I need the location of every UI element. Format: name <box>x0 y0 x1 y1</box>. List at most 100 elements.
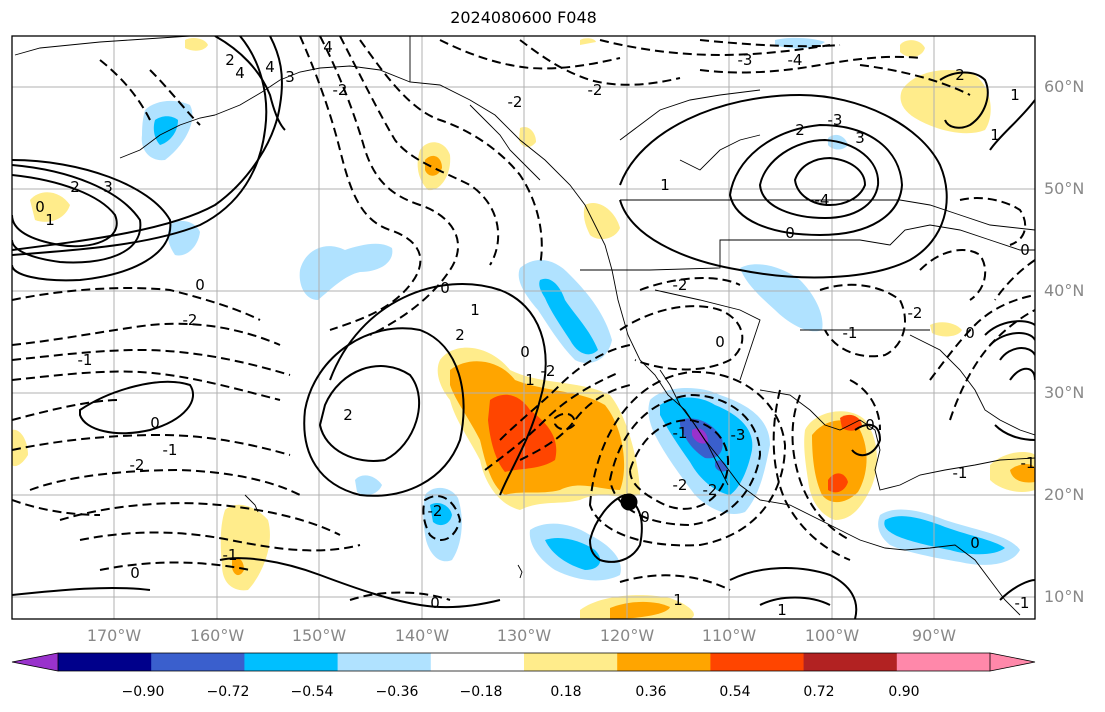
svg-text:0: 0 <box>150 414 160 432</box>
svg-text:-2: -2 <box>673 276 688 294</box>
svg-text:-2: -2 <box>333 81 348 99</box>
colorbar <box>11 652 1036 672</box>
svg-text:-1: -1 <box>843 324 858 342</box>
svg-text:-1: -1 <box>1021 454 1036 472</box>
colorbar-segment <box>524 653 618 671</box>
svg-text:2: 2 <box>455 326 465 344</box>
svg-text:-1: -1 <box>78 351 93 369</box>
svg-text:0: 0 <box>785 224 795 242</box>
colorbar-segment <box>803 653 898 671</box>
lat-label-20n: 20°N <box>1044 485 1085 504</box>
colorbar-min-arrow <box>11 652 59 672</box>
lat-label-60n: 60°N <box>1044 77 1085 96</box>
svg-text:0: 0 <box>1020 241 1030 259</box>
svg-text:1: 1 <box>660 176 670 194</box>
colorbar-tick-label: 0.54 <box>719 684 751 700</box>
coastlines <box>14 36 1035 616</box>
svg-text:3: 3 <box>285 68 295 86</box>
map-title: 2024080600 F048 <box>450 8 597 27</box>
svg-text:3: 3 <box>103 178 113 196</box>
colorbar-tick-label: 0.90 <box>888 684 920 700</box>
svg-text:2: 2 <box>795 121 805 139</box>
svg-text:0: 0 <box>35 198 45 216</box>
lon-label-100w: 100°W <box>804 626 860 645</box>
svg-text:-2: -2 <box>703 481 718 499</box>
svg-text:-2: -2 <box>428 502 443 520</box>
svg-text:-1: -1 <box>223 546 238 564</box>
svg-text:2: 2 <box>343 406 353 424</box>
svg-text:1: 1 <box>45 211 55 229</box>
lon-label-110w: 110°W <box>701 626 757 645</box>
svg-text:1: 1 <box>470 301 480 319</box>
svg-text:-3: -3 <box>731 426 746 444</box>
svg-text:0: 0 <box>965 324 975 342</box>
svg-text:0: 0 <box>715 333 725 351</box>
svg-text:-4: -4 <box>815 191 830 209</box>
svg-text:1: 1 <box>673 591 683 609</box>
svg-text:1: 1 <box>525 371 535 389</box>
colorbar-segment <box>244 653 339 671</box>
contour-labels: 4 4 3 2 1 0 -2 -2 -3 -4 2 3 -4 -3 -2 1 0… <box>35 38 1035 619</box>
colorbar-tick-label: −0.36 <box>375 684 419 700</box>
svg-text:0: 0 <box>440 279 450 297</box>
svg-text:-1: -1 <box>673 424 688 442</box>
map-frame <box>11 35 1036 620</box>
svg-text:-3: -3 <box>828 111 843 129</box>
svg-text:4: 4 <box>323 38 333 56</box>
svg-text:0: 0 <box>430 594 440 612</box>
colorbar-segment <box>58 653 152 671</box>
graticule-grid <box>12 36 1035 619</box>
colorbar-tick-label: −0.18 <box>459 684 503 700</box>
lon-label-150w: 150°W <box>291 626 347 645</box>
svg-text:0: 0 <box>865 416 875 434</box>
svg-text:1: 1 <box>1010 86 1020 104</box>
svg-text:1: 1 <box>777 601 787 619</box>
svg-text:2: 2 <box>955 66 965 84</box>
colorbar-segment <box>430 653 525 671</box>
svg-text:4: 4 <box>235 64 245 82</box>
storm-center-dot <box>620 493 638 511</box>
svg-text:4: 4 <box>265 58 275 76</box>
svg-text:0: 0 <box>195 276 205 294</box>
colorbar-segment <box>151 653 245 671</box>
svg-text:-3: -3 <box>738 51 753 69</box>
svg-text:0: 0 <box>520 343 530 361</box>
colorbar-tick-label: 0.72 <box>803 684 835 700</box>
colorbar-tick-label: −0.72 <box>206 684 250 700</box>
lat-label-10n: 10°N <box>1044 587 1085 606</box>
colorbar-tick-label: 0.18 <box>550 684 582 700</box>
svg-text:-2: -2 <box>130 456 145 474</box>
colorbar-tick-label: 0.36 <box>635 684 667 700</box>
lon-label-140w: 140°W <box>394 626 450 645</box>
lon-label-120w: 120°W <box>599 626 655 645</box>
svg-text:0: 0 <box>970 534 980 552</box>
lon-label-90w: 90°W <box>911 626 957 645</box>
svg-text:2: 2 <box>225 51 235 69</box>
svg-text:-2: -2 <box>673 476 688 494</box>
lat-label-30n: 30°N <box>1044 383 1085 402</box>
colorbar-segment <box>710 653 805 671</box>
colorbar-segment <box>337 653 432 671</box>
svg-text:1: 1 <box>990 126 1000 144</box>
colorbar-segment <box>617 653 711 671</box>
lat-label-40n: 40°N <box>1044 281 1085 300</box>
svg-text:-4: -4 <box>788 51 803 69</box>
lon-label-170w: 170°W <box>86 626 142 645</box>
svg-text:-1: -1 <box>953 464 968 482</box>
svg-text:0: 0 <box>640 508 650 526</box>
svg-text:3: 3 <box>855 129 865 147</box>
svg-text:-1: -1 <box>163 441 178 459</box>
lon-label-130w: 130°W <box>496 626 552 645</box>
colorbar-tick-label: −0.90 <box>121 684 165 700</box>
anomaly-shading <box>12 37 1035 619</box>
svg-text:-2: -2 <box>908 304 923 322</box>
svg-text:-2: -2 <box>588 81 603 99</box>
colorbar-max-arrow <box>989 652 1036 672</box>
colorbar-segment <box>896 653 991 671</box>
svg-text:-2: -2 <box>541 362 556 380</box>
svg-text:2: 2 <box>70 178 80 196</box>
svg-text:-1: -1 <box>1015 594 1030 612</box>
svg-text:0: 0 <box>130 564 140 582</box>
svg-text:-2: -2 <box>183 311 198 329</box>
